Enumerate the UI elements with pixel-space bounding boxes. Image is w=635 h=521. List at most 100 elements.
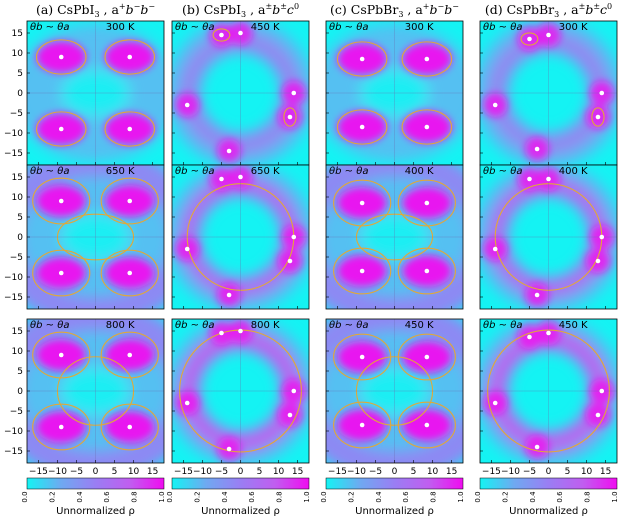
contour-line [336,41,453,145]
data-point [291,234,297,240]
heatmap-panel: θb ~ θa 800 K [26,318,165,464]
data-point [184,400,190,406]
data-point [219,176,224,182]
y-tick-label: −5 [10,407,23,417]
temperature-label: 650 K [106,166,135,177]
x-tick-label: 5 [411,467,417,477]
data-point [287,114,293,120]
y-tick-label: 10 [12,49,24,59]
heatmap-panel: θb ~ θa 450 K [325,318,464,464]
column-title: (c) CsPbBr3 , a+b−b− [330,2,459,19]
panel-label: θb ~ θa [175,22,214,33]
y-tick-label: −15 [4,447,23,457]
colorbar-tick: 0.4 [76,491,84,503]
temperature-label: 300 K [559,22,588,33]
colorbar-label: Unnormalized ρ [56,506,135,517]
colorbar-label: Unnormalized ρ [509,506,588,517]
temperature-label: 800 K [251,320,280,331]
colorbar-tick: 0.8 [430,491,438,502]
x-tick-label: 10 [581,467,593,477]
colorbar-tick: 0.6 [556,491,564,503]
colorbar-tick: 0.0 [21,491,29,502]
column-titles: (a) CsPbI3 , a+b−b− (b) CsPbI3 , a±b±c0 (c… [36,2,612,19]
x-tick-label: 15 [446,467,457,477]
temperature-label: 400 K [405,166,434,177]
x-tick-label: 15 [292,467,303,477]
panel-label: θb ~ θa [329,320,368,331]
data-point [127,424,133,430]
y-tick-label: −5 [10,109,23,119]
data-point [424,124,430,130]
colorbar-tick: 0.4 [529,491,537,503]
y-tick-label: 5 [17,69,23,79]
data-point [534,146,540,152]
data-point [546,176,551,182]
y-tick-label: 15 [12,29,23,39]
data-point [424,200,430,206]
data-point [359,354,365,360]
y-tick-label: −10 [4,273,23,283]
data-point [127,198,133,204]
column-title: (d) CsPbBr3 , a±b±c0 [485,2,612,19]
x-tick-label: 10 [273,467,285,477]
data-point [58,54,64,60]
colorbar-tick: 0.2 [347,491,355,502]
x-tick-label: −15 [29,467,48,477]
temperature-label: 800 K [106,320,135,331]
y-tick-label: 5 [17,367,23,377]
colorbar-tick: 0.2 [48,491,56,502]
data-point [424,268,430,274]
colorbar-label: Unnormalized ρ [355,506,434,517]
x-tick-label: −5 [369,467,382,477]
y-tick-label: −15 [4,149,23,159]
temperature-label: 450 K [559,320,588,331]
data-point [424,56,430,62]
x-tick-label: 5 [112,467,118,477]
data-point [184,246,190,252]
colorbar-tick: 0.6 [248,491,256,503]
data-point [546,32,551,38]
data-point [492,246,498,252]
y-tick-label: 0 [17,387,23,397]
heatmap-panel: θb ~ θa 300 K [26,20,165,166]
data-point [226,292,232,298]
temperature-label: 450 K [251,22,280,33]
y-tick-label: 10 [12,193,24,203]
data-point [238,30,243,36]
heatmap-panel: θb ~ θa 300 K [325,20,464,166]
x-tick-label: 0 [93,467,99,477]
data-point [527,176,532,182]
panel-label: θb ~ θa [30,320,69,331]
data-point [127,54,133,60]
x-tick-label: 15 [147,467,158,477]
colorbar-tick: 0.0 [474,491,482,502]
panel-label: θb ~ θa [483,166,522,177]
data-point [127,126,133,132]
colorbar-tick: 0.4 [221,491,229,503]
heatmap-panel: θb ~ θa 400 K [479,164,618,310]
x-tick-label: −5 [215,467,228,477]
heatmap-panel: θb ~ θa 650 K [26,164,165,310]
x-tick-label: −5 [70,467,83,477]
x-tick-label: 5 [257,467,263,477]
colorbar-tick: 1.0 [457,491,465,502]
x-tick-label: 10 [128,467,140,477]
contour-line [212,28,297,127]
x-tick-label: −10 [193,467,212,477]
x-tick-label: 5 [565,467,571,477]
colorbar: 0.0 0.2 0.4 0.6 0.8 1.0 Unnormalized ρ [320,477,465,517]
colorbar-tick: 0.8 [131,491,139,502]
data-point [527,36,532,42]
colorbar-tick: 1.0 [303,491,311,502]
y-tick-label: 15 [12,173,23,183]
data-point [184,102,190,108]
colorbar-tick: 0.8 [276,491,284,502]
data-point [359,124,365,130]
y-tick-label: 10 [12,347,24,357]
x-tick-label: −15 [482,467,501,477]
data-point [424,422,430,428]
contour-line [35,39,156,147]
data-point [226,148,232,154]
data-point [58,126,64,132]
